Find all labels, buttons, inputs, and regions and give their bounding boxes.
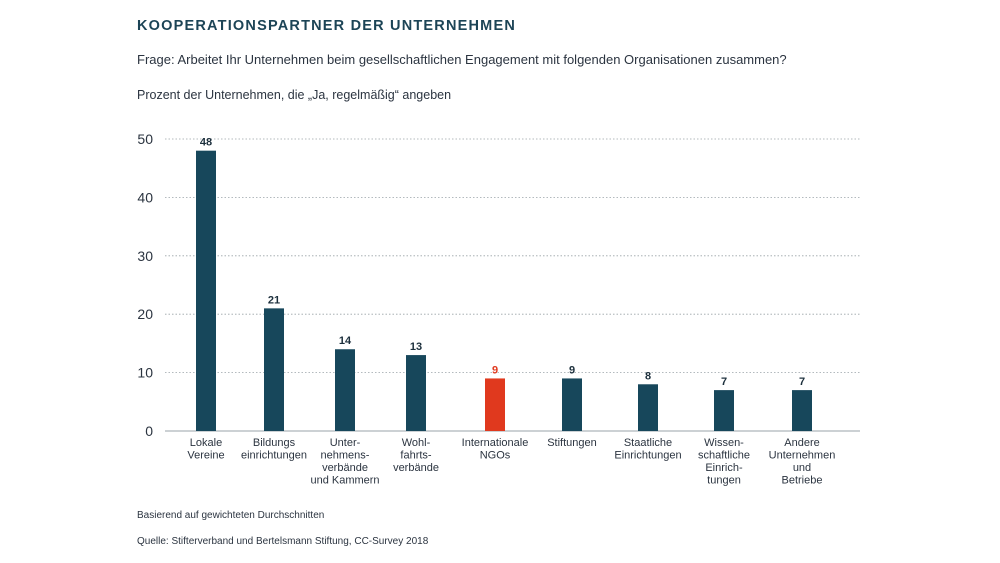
category-label: Einrich- [705,462,743,474]
bar [562,378,582,431]
category-label: einrichtungen [241,450,307,462]
bar [485,378,505,431]
category-label: Internationale [462,437,529,449]
y-tick-label: 30 [137,248,153,264]
category-label: und [793,462,811,474]
category-label: verbände [322,462,368,474]
bar [714,390,734,431]
category-label: Andere [784,437,819,449]
y-tick-label: 10 [137,365,153,381]
category-label: Einrichtungen [614,450,681,462]
category-label: Unternehmen [769,450,836,462]
value-label: 8 [645,370,651,382]
category-label: nehmens- [321,450,370,462]
category-label: Wissen- [704,437,744,449]
value-label: 7 [799,376,805,388]
value-label: 7 [721,376,727,388]
value-label: 14 [339,335,352,347]
value-label: 9 [492,364,498,376]
category-label: Wohl- [402,437,431,449]
value-label: 9 [569,364,575,376]
category-label: Vereine [187,450,224,462]
category-label: schaftliche [698,450,750,462]
category-label: verbände [393,462,439,474]
y-tick-label: 0 [145,423,153,439]
category-label: Stiftungen [547,437,597,449]
chart-question: Frage: Arbeitet Ihr Unternehmen beim ges… [137,52,787,67]
category-label: Staatliche [624,437,672,449]
category-label: NGOs [480,450,511,462]
value-label: 48 [200,137,212,149]
category-label: Bildungs [253,437,296,449]
y-tick-label: 40 [137,189,153,205]
bar [638,384,658,431]
category-label: fahrts- [400,450,432,462]
category-label: tungen [707,475,741,487]
category-label: Unter- [330,437,361,449]
bar [196,150,216,431]
chart-footnote: Basierend auf gewichteten Durchschnitten [137,510,325,521]
y-tick-label: 50 [137,131,153,147]
category-label: Betriebe [782,475,823,487]
chart-title: KOOPERATIONSPARTNER DER UNTERNEHMEN [137,18,517,34]
category-label: und Kammern [310,475,379,487]
bar [792,390,812,431]
category-label: Lokale [190,437,222,449]
bar [335,349,355,431]
value-label: 13 [410,341,422,353]
y-tick-label: 20 [137,306,153,322]
bar [406,355,426,431]
bar [264,308,284,431]
chart-source: Quelle: Stifterverband und Bertelsmann S… [137,536,429,547]
chart-subtitle: Prozent der Unternehmen, die „Ja, regelm… [137,88,452,102]
value-label: 21 [268,294,280,306]
